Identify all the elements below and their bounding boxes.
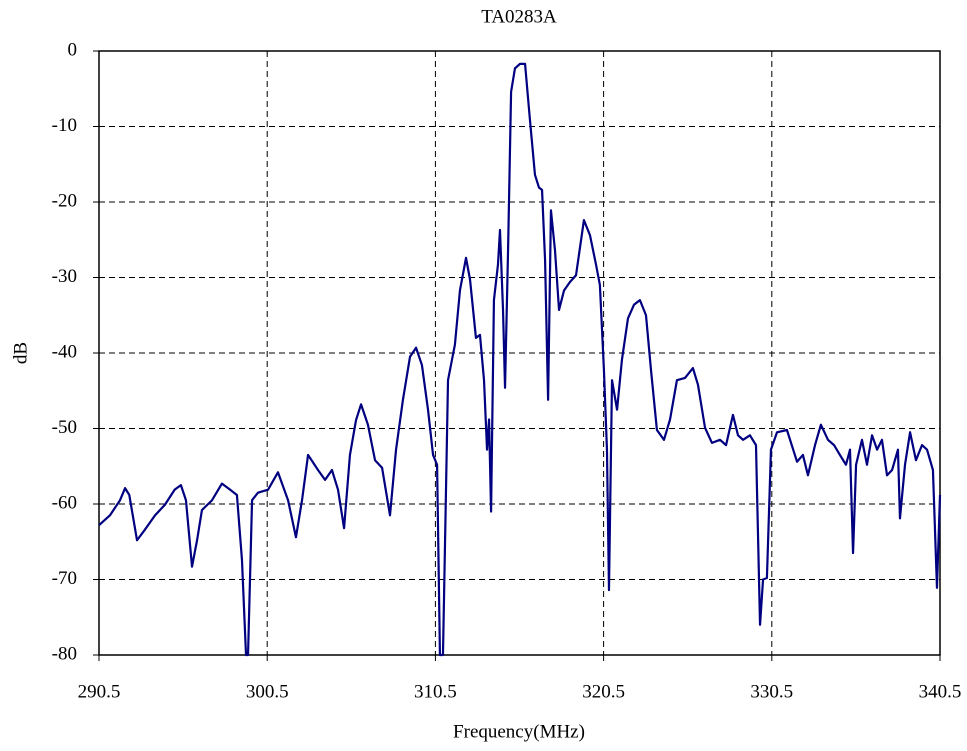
y-tick-label: -30 bbox=[52, 266, 77, 287]
x-tick-label: 310.5 bbox=[414, 681, 457, 702]
y-tick-label: -70 bbox=[52, 568, 77, 589]
y-tick-label: -10 bbox=[52, 115, 77, 136]
x-tick-label: 290.5 bbox=[78, 681, 121, 702]
y-axis-label: dB bbox=[10, 342, 31, 364]
x-tick-label: 330.5 bbox=[750, 681, 793, 702]
y-tick-label: -80 bbox=[52, 643, 77, 664]
x-tick-label: 320.5 bbox=[582, 681, 625, 702]
y-tick-label: -50 bbox=[52, 417, 77, 438]
chart-title: TA0283A bbox=[481, 6, 557, 27]
y-tick-label: 0 bbox=[68, 39, 78, 60]
x-tick-label: 340.5 bbox=[919, 681, 962, 702]
y-tick-label: -60 bbox=[52, 492, 77, 513]
y-tick-label: -20 bbox=[52, 190, 77, 211]
x-tick-label: 300.5 bbox=[246, 681, 289, 702]
x-axis-label: Frequency(MHz) bbox=[453, 721, 585, 742]
data-line bbox=[98, 62, 942, 657]
y-tick-label: -40 bbox=[52, 341, 77, 362]
